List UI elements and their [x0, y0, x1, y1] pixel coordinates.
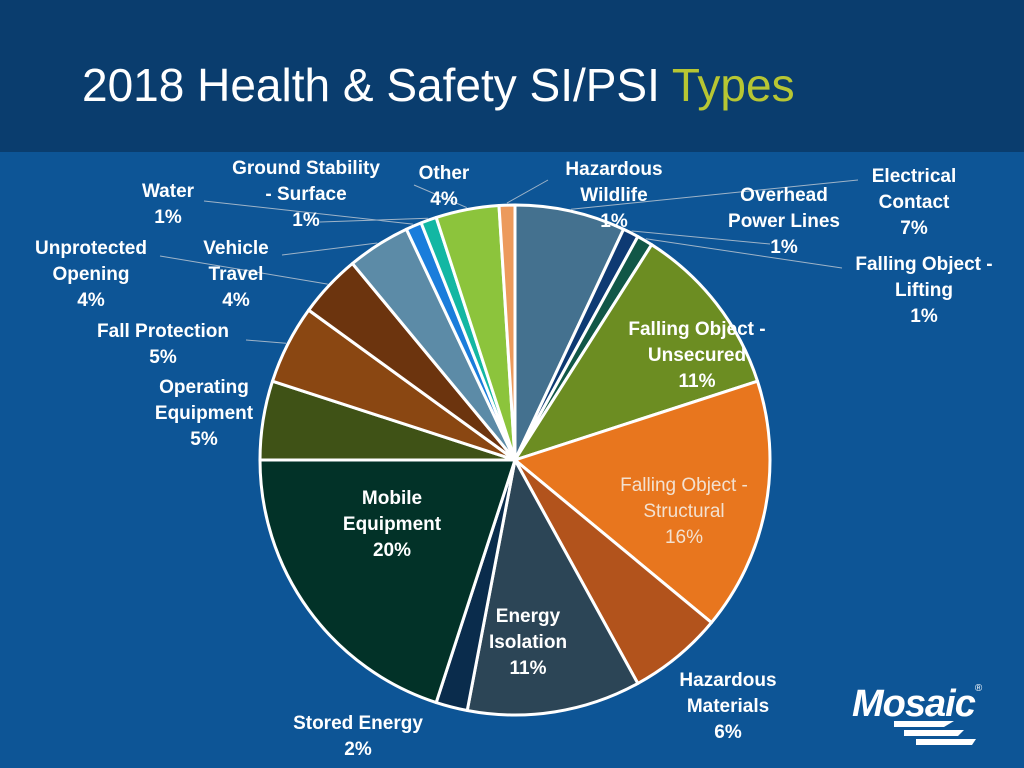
slice-label-line: Materials [687, 696, 769, 717]
logo-registered-mark: ® [974, 683, 982, 694]
slice-label-line: Overhead [740, 185, 828, 206]
slice-label-line: Mobile [362, 488, 422, 509]
slice-label-line: Lifting [895, 280, 953, 301]
slice-labels: Electrical Contact 7% Overhead Power Lines 1%… [35, 158, 993, 760]
slice-label-operating-equipment: Operating Equipment 5% [155, 377, 254, 450]
title-bar: 2018 Health & Safety SI/PSI Types [0, 0, 1024, 152]
leader-line-ground-stability-surface [319, 217, 428, 223]
slice-percent: 4% [222, 290, 250, 311]
slice-percent: 4% [430, 189, 458, 210]
slice-label-line: Equipment [343, 514, 442, 535]
slice-label-line: Falling Object - [620, 475, 748, 496]
slice-label-line: Contact [879, 192, 950, 213]
slice-percent: 1% [770, 237, 798, 258]
slice-label-line: Power Lines [728, 211, 840, 232]
leader-line-hazardous-wildlife [506, 179, 549, 204]
slice-label-mobile-equipment: Mobile Equipment 20% [343, 488, 442, 561]
leader-line-falling-object-lifting [645, 238, 843, 269]
slice-label-line: - Surface [265, 184, 346, 205]
slice-label-line: Fall Protection [97, 321, 229, 342]
slice-label-line: Stored Energy [293, 713, 423, 734]
slice-label-line: Structural [643, 501, 724, 522]
slice-label-line: Other [419, 163, 470, 184]
slice-label-line: Equipment [155, 403, 254, 424]
slice-label-line: Unprotected [35, 238, 147, 259]
slice-label-line: Wildlife [580, 185, 647, 206]
mosaic-logo: Mosaic® [852, 683, 1002, 753]
leader-line-unprotected-opening [159, 255, 328, 285]
slice-label-unprotected-opening: Unprotected Opening 4% [35, 238, 147, 311]
slice-label-line: Operating [159, 377, 249, 398]
slice-label-line: Vehicle [203, 238, 269, 259]
slice-percent: 16% [665, 527, 703, 548]
slice-label-water: Water 1% [142, 181, 195, 228]
leader-line-fall-protection [245, 339, 287, 344]
slice-percent: 5% [149, 347, 177, 368]
slice-label-stored-energy: Stored Energy 2% [293, 713, 423, 760]
slice-percent: 1% [292, 210, 320, 231]
slice-label-fall-protection: Fall Protection 5% [97, 321, 229, 368]
slice-label-line: Water [142, 181, 195, 202]
leader-line-vehicle-travel [281, 242, 378, 256]
logo-wordmark: Mosaic® [852, 683, 982, 726]
pie-slice-falling-object-unsecured [513, 243, 760, 462]
pie-slice-electrical-contact [513, 203, 626, 462]
slice-percent: 1% [154, 207, 182, 228]
slice-label-other: Other 4% [419, 163, 470, 210]
slice-label-line: Unsecured [648, 345, 746, 366]
slice-percent: 6% [714, 722, 742, 743]
leader-lines [159, 179, 859, 344]
slice-label-line: Electrical [872, 166, 957, 187]
page-title-main: 2018 Health & Safety SI/PSI [82, 59, 660, 111]
slice-label-line: Opening [52, 264, 129, 285]
slice-label-line: Falling Object - [628, 319, 765, 340]
slice-percent: 2% [344, 739, 372, 760]
slice-percent: 1% [910, 306, 938, 327]
leader-line-electrical-contact [571, 179, 859, 210]
slice-label-hazardous-materials: Hazardous Materials 6% [679, 670, 776, 743]
logo-stripes-icon [894, 721, 976, 745]
page-title: 2018 Health & Safety SI/PSI Types [82, 58, 795, 112]
slice-label-line: Falling Object - [855, 254, 992, 275]
slice-label-vehicle-travel: Vehicle Travel 4% [203, 238, 269, 311]
slice-label-line: Isolation [489, 632, 567, 653]
slice-label-falling-object-lifting: Falling Object - Lifting 1% [855, 254, 992, 327]
pie-slice-falling-object-structural [513, 379, 772, 625]
slice-percent: 7% [900, 218, 928, 239]
leader-line-other [413, 184, 467, 209]
pie-slice-energy-isolation [465, 458, 640, 717]
slice-label-line: Hazardous [679, 670, 776, 691]
slice-label-electrical-contact: Electrical Contact 7% [872, 166, 957, 239]
slice-label-line: Travel [209, 264, 264, 285]
pie-slices [258, 203, 772, 717]
page-title-accent: Types [671, 59, 795, 111]
slice-label-overhead-power-lines: Overhead Power Lines 1% [728, 185, 840, 258]
pie-slice-hazardous-wildlife [497, 203, 517, 462]
slice-label-line: Hazardous [565, 159, 662, 180]
slice-percent: 1% [600, 211, 628, 232]
slice-percent: 5% [190, 429, 218, 450]
slice-label-ground-stability-surface: Ground Stability - Surface 1% [232, 158, 380, 231]
slice-percent: 11% [510, 658, 547, 679]
slice-label-line: Energy [496, 606, 561, 627]
slice-label-energy-isolation: Energy Isolation 11% [489, 606, 567, 679]
leader-line-overhead-power-lines [631, 230, 771, 245]
logo-text: Mosaic [852, 683, 976, 725]
slice-percent: 20% [373, 540, 411, 561]
pie-slice-mobile-equipment [258, 458, 517, 705]
slice-label-line: Ground Stability [232, 158, 380, 179]
slice-label-hazardous-wildlife: Hazardous Wildlife 1% [565, 159, 662, 232]
slice-label-falling-object-structural: Falling Object - Structural 16% [620, 475, 748, 548]
slice-label-falling-object-unsecured: Falling Object - Unsecured 11% [628, 319, 765, 392]
slice-percent: 4% [77, 290, 105, 311]
slice-percent: 11% [679, 371, 716, 392]
